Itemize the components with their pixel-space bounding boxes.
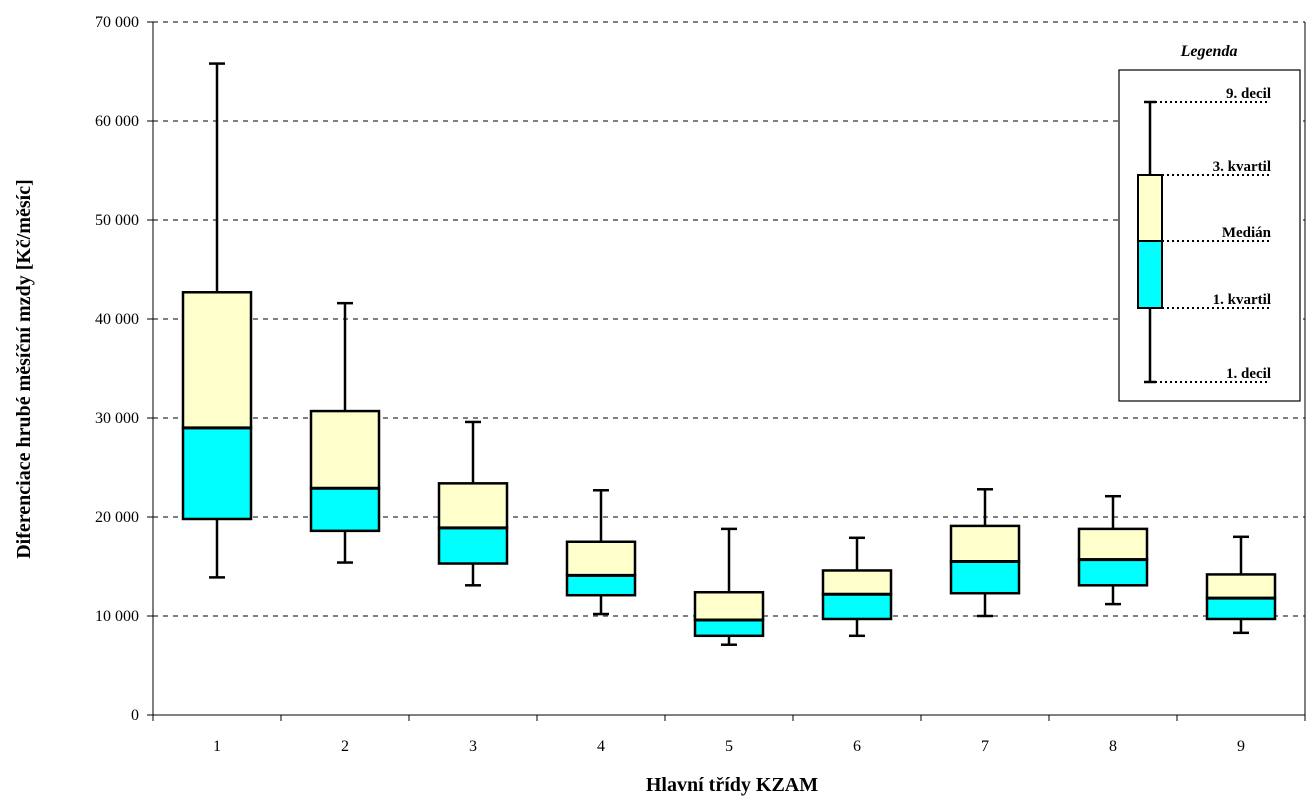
box-lower-median-q1 (309, 487, 381, 533)
box-lower-median-q1 (949, 560, 1021, 595)
y-tick-label: 70 000 (95, 14, 139, 31)
box-upper-q3-median (181, 291, 253, 430)
y-tick-label: 50 000 (95, 212, 139, 229)
y-tick-label: 40 000 (95, 311, 139, 328)
x-tick-label: 8 (1109, 738, 1117, 755)
x-axis-title: Hlavní třídy KZAM (646, 774, 818, 796)
box-2 (309, 301, 381, 564)
x-tick-label: 6 (853, 738, 861, 755)
x-tick-label: 7 (981, 738, 989, 755)
x-tick-label: 2 (341, 738, 349, 755)
box-upper-q3-median (821, 569, 893, 596)
box-1 (181, 62, 253, 579)
x-tick-label: 3 (469, 738, 477, 755)
box-lower-median-q1 (1077, 558, 1149, 587)
x-tick-label: 5 (725, 738, 733, 755)
legend-label-d1: 1. decil (1226, 366, 1271, 382)
box-upper-q3-median (1205, 573, 1277, 600)
legend-label-d9: 9. decil (1226, 86, 1271, 102)
legend: Legenda 9. decil 3. kvartil Medián 1. kv… (1118, 43, 1301, 402)
box-lower-median-q1 (821, 592, 893, 621)
y-tick-label: 30 000 (95, 410, 139, 427)
y-axis-title: Diferenciace hrubé měsíční mzdy [Kč/měsí… (13, 179, 35, 559)
box-6 (821, 536, 893, 638)
box-4 (565, 489, 637, 616)
box-5 (693, 527, 765, 646)
box-lower-median-q1 (437, 526, 509, 565)
box-upper-q3-median (693, 590, 765, 622)
box-lower-median-q1 (693, 618, 765, 638)
box-8 (1077, 494, 1149, 606)
box-9 (1205, 535, 1277, 635)
box-lower-median-q1 (1205, 596, 1277, 621)
legend-label-q1: 1. kvartil (1213, 292, 1271, 308)
y-tick-label: 20 000 (95, 509, 139, 526)
box-upper-q3-median (309, 409, 381, 490)
box-lower-median-q1 (181, 426, 253, 521)
y-tick-label: 0 (131, 707, 139, 724)
box-7 (949, 488, 1021, 618)
box-upper-q3-median (1077, 527, 1149, 561)
legend-label-q3: 3. kvartil (1213, 159, 1271, 175)
legend-upper-box (1137, 174, 1163, 242)
x-tick-label: 4 (597, 738, 605, 755)
box-3 (437, 420, 509, 587)
box-lower-median-q1 (565, 574, 637, 597)
box-upper-q3-median (565, 540, 637, 577)
x-tick-labels: 1 2 3 4 5 6 7 8 9 (213, 738, 1245, 755)
y-tick-label: 10 000 (95, 608, 139, 625)
x-tick-label: 9 (1237, 738, 1245, 755)
legend-lower-box (1137, 240, 1163, 309)
legend-title: Legenda (1180, 43, 1238, 60)
y-tick-label: 60 000 (95, 113, 139, 130)
y-tick-labels: 0 10 000 20 000 30 000 40 000 50 000 60 000 70 … (95, 14, 139, 724)
box-upper-q3-median (949, 524, 1021, 563)
box-upper-q3-median (437, 482, 509, 530)
axes (147, 21, 1306, 721)
legend-label-median: Medián (1222, 225, 1272, 241)
box-series (181, 62, 1277, 646)
x-tick-label: 1 (213, 738, 221, 755)
